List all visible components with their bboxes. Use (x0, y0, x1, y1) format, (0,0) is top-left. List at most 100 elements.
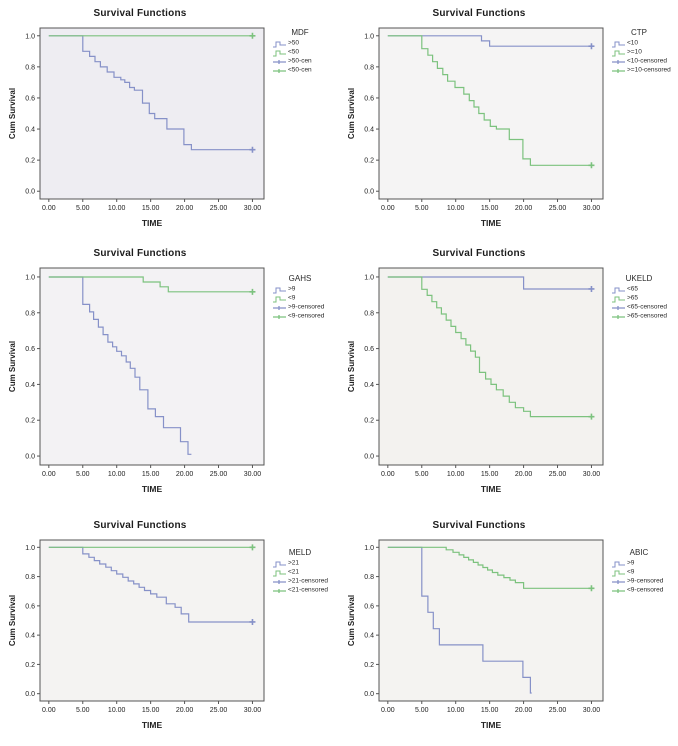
y-tick-label: 0.2 (364, 158, 374, 165)
y-tick-label: 1.0 (364, 33, 374, 40)
legend-title: CTP (631, 28, 647, 37)
legend: MELD >21 <21 >21-censored <21-censored (272, 548, 338, 595)
series-line-icon (612, 561, 625, 567)
y-tick-label: 0.6 (364, 95, 374, 102)
legend-title: GAHS (288, 274, 312, 283)
censored-marker-icon (249, 288, 256, 295)
legend-entry-label: <65-censored (627, 303, 667, 311)
y-axis-label: Cum Survival (8, 595, 17, 646)
legend-entry-label: <50 (288, 48, 300, 56)
legend-entry-label: >21 (288, 559, 300, 567)
censored-marker-icon (612, 579, 625, 584)
x-tick-label: 20.00 (176, 707, 194, 714)
x-tick-label: 25.00 (549, 471, 567, 478)
y-tick-label: 0.2 (25, 418, 35, 425)
survival-panel: Survival Functions 0.00 5.00 10.00 15.00 20.… (339, 512, 678, 746)
x-tick-label: 10.00 (447, 707, 465, 714)
x-tick-label: 30.00 (244, 471, 262, 478)
x-tick-label: 30.00 (583, 707, 601, 714)
censored-marker-icon (273, 305, 286, 310)
y-tick-label: 1.0 (25, 545, 35, 552)
censored-marker-icon (588, 413, 595, 420)
y-tick-label: 0.2 (25, 662, 35, 669)
censored-marker-icon (249, 618, 256, 625)
x-tick-label: 5.00 (415, 471, 429, 478)
legend-entry: >50-cen (272, 57, 338, 66)
legend-title: UKELD (625, 274, 653, 283)
legend-entry: <21 (272, 568, 338, 577)
x-axis-label: TIME (142, 484, 163, 494)
survival-panel: Survival Functions 0.00 5.00 10.00 15.00 20.… (0, 512, 339, 746)
chart-title: Survival Functions (93, 248, 187, 259)
y-tick-label: 0.0 (25, 691, 35, 698)
x-tick-label: 25.00 (210, 707, 228, 714)
x-tick-label: 5.00 (76, 471, 90, 478)
legend-title: ABIC (629, 548, 649, 557)
y-tick-label: 0.6 (364, 346, 374, 353)
survival-curve (48, 276, 192, 455)
x-axis-label: TIME (481, 218, 502, 228)
y-tick-label: 0.0 (25, 189, 35, 196)
y-tick-label: 0.4 (364, 633, 374, 640)
series-line-icon (612, 570, 625, 576)
legend-entry: >50 (272, 39, 338, 48)
censored-marker-icon (588, 285, 595, 292)
y-axis-label: Cum Survival (347, 88, 356, 139)
censored-marker-icon (612, 305, 625, 310)
legend-entry-label: >9 (627, 559, 635, 567)
chart-title: Survival Functions (93, 8, 187, 19)
y-tick-label: 0.6 (25, 346, 35, 353)
x-tick-label: 10.00 (447, 471, 465, 478)
legend-title: MELD (288, 548, 312, 557)
legend-entry-label: >9-censored (288, 303, 325, 311)
legend-entry: <50-cen (272, 66, 338, 75)
legend-entry-label: <9 (288, 294, 296, 302)
x-tick-label: 0.00 (42, 707, 56, 714)
legend: GAHS >9 <9 >9-censored <9-censored (272, 274, 338, 321)
censored-marker-icon (249, 32, 256, 39)
y-tick-label: 0.4 (25, 633, 35, 640)
survival-curve (387, 546, 532, 694)
y-axis-label: Cum Survival (347, 341, 356, 392)
x-tick-label: 0.00 (381, 707, 395, 714)
x-tick-label: 0.00 (42, 205, 56, 212)
survival-panel: Survival Functions 0.00 5.00 10.00 15.00 20.… (0, 240, 339, 512)
x-tick-label: 20.00 (515, 471, 533, 478)
legend-entry-label: <10 (627, 39, 639, 47)
x-axis-label: TIME (142, 720, 163, 730)
y-tick-label: 0.6 (364, 603, 374, 610)
legend: CTP <10 >=10 <10-censored >=10-censored (611, 28, 677, 75)
legend-entry-label: >=10 (627, 48, 642, 56)
x-tick-label: 20.00 (176, 471, 194, 478)
legend-entry-label: >21-censored (288, 577, 328, 585)
y-tick-label: 0.6 (25, 95, 35, 102)
x-tick-label: 25.00 (210, 471, 228, 478)
chart-title: Survival Functions (432, 520, 526, 531)
km-chart-svg: 0.00 5.00 10.00 15.00 20.00 25.00 30.00 0.0 0.2 0… (8, 27, 265, 228)
x-tick-label: 0.00 (381, 471, 395, 478)
censored-marker-icon (273, 314, 286, 319)
chart-title: Survival Functions (432, 8, 526, 19)
x-tick-label: 15.00 (142, 205, 160, 212)
legend-entry-label: <9-censored (288, 312, 325, 320)
legend-entry: >65-censored (611, 312, 677, 321)
x-axis-label: TIME (481, 484, 502, 494)
y-tick-label: 0.8 (364, 574, 374, 581)
legend-entry: <10 (611, 39, 677, 48)
legend-entry: <9 (611, 568, 677, 577)
x-tick-label: 30.00 (244, 205, 262, 212)
survival-curve (48, 546, 253, 623)
legend-entry: <65 (611, 285, 677, 294)
km-chart-svg: 0.00 5.00 10.00 15.00 20.00 25.00 30.00 0.0 0.2 0… (8, 267, 265, 494)
legend-entry: <65-censored (611, 303, 677, 312)
legend-entry: >9 (611, 559, 677, 568)
legend-entry-label: >50 (288, 39, 300, 47)
y-tick-label: 0.0 (364, 454, 374, 461)
censored-marker-icon (612, 588, 625, 593)
legend-title: MDF (291, 28, 309, 37)
km-chart-svg: 0.00 5.00 10.00 15.00 20.00 25.00 30.00 0.0 0.2 0… (347, 27, 604, 228)
x-tick-label: 5.00 (76, 205, 90, 212)
series-line-icon (612, 287, 625, 293)
censored-marker-icon (273, 59, 286, 64)
censored-marker-icon (273, 68, 286, 73)
